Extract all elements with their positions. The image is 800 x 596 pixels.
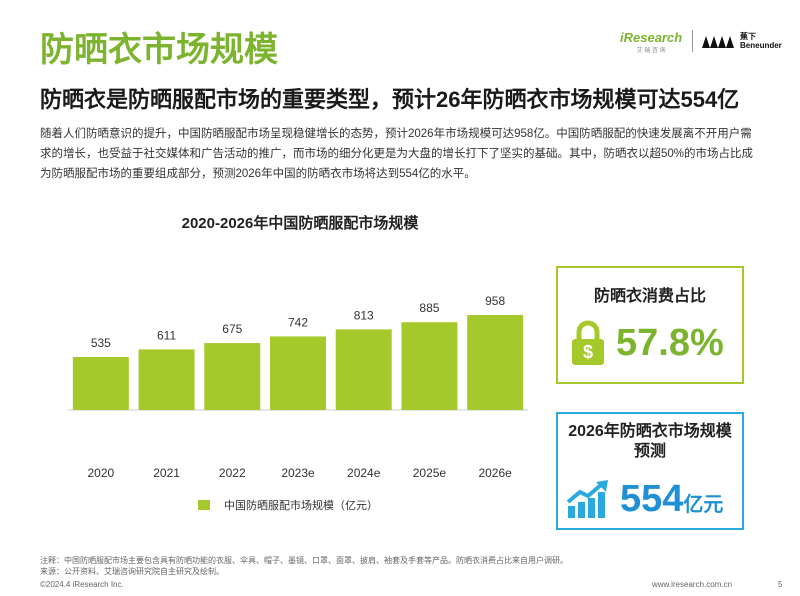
data-label: 813	[354, 308, 374, 322]
brand-cn: 艾 瑞 咨 询	[636, 48, 666, 54]
brand-name: iResearch	[620, 30, 683, 45]
copyright: ©2024.4 iResearch Inc.	[40, 580, 124, 589]
data-label: 675	[222, 322, 242, 336]
x-tick-label: 2022	[219, 466, 246, 480]
bar	[335, 329, 392, 410]
footnote: 注释：中国防晒服配市场主要包含具有防晒功能的衣服、伞具、帽子、墨镜、口罩、面罩、…	[40, 556, 568, 565]
card-unit: 亿元	[683, 494, 724, 516]
bar	[138, 349, 195, 410]
chart-title: 2020-2026年中国防晒服配市场规模	[182, 214, 420, 232]
x-tick-label: 2021	[153, 466, 180, 480]
data-label: 742	[288, 315, 308, 329]
partner-cn: 蕉下	[740, 32, 756, 41]
partner-name: Beneunder	[740, 41, 782, 50]
data-label: 535	[91, 336, 111, 350]
svg-text:$: $	[583, 342, 593, 362]
bar	[467, 315, 524, 410]
bar	[72, 356, 129, 410]
forecast-card: 2026年防晒衣市场规模预测 554亿元	[556, 412, 744, 530]
bar	[204, 343, 261, 410]
legend-swatch	[198, 500, 210, 510]
card-title: 防晒衣消费占比	[593, 288, 706, 305]
card-value-group: 554亿元	[620, 478, 723, 521]
x-tick-label: 2026e	[478, 466, 512, 480]
legend-label: 中国防晒服配市场规模（亿元）	[224, 498, 378, 512]
brand-logo: iResearch 艾 瑞 咨 询	[620, 30, 682, 54]
card-title: 2026年防晒衣市场规模预测	[568, 423, 732, 460]
divider	[692, 30, 693, 52]
slide-title: 防晒衣市场规模	[40, 31, 278, 69]
partner-logo: 蕉下 Beneunder	[740, 32, 782, 50]
x-tick-label: 2023e	[281, 466, 315, 480]
slide-subtitle: 防晒衣是防晒服配市场的重要类型，预计26年防晒衣市场规模可达554亿	[40, 87, 740, 112]
data-label: 611	[157, 328, 176, 342]
growth-icon	[566, 480, 608, 518]
body-text: 随着人们防晒意识的提升，中国防晒服配市场呈现稳健增长的态势，预计2026年市场规…	[40, 128, 754, 180]
x-tick-label: 2020	[88, 466, 115, 480]
url: www.iresearch.com.cn	[652, 580, 733, 589]
data-label: 885	[419, 301, 439, 315]
source: 来源：公开资料、艾瑞咨询研究院自主研究及绘制。	[40, 567, 224, 576]
chart: 2020-2026年中国防晒服配市场规模 2020 2021 2022 2023e 20…	[68, 214, 528, 512]
bar	[401, 322, 458, 410]
data-label: 958	[485, 294, 505, 308]
bar	[270, 336, 326, 410]
partner-icon	[702, 36, 734, 48]
x-tick-label: 2024e	[347, 466, 381, 480]
card-value: 554	[620, 478, 684, 520]
page-number: 5	[778, 580, 783, 589]
card-value: 57.8%	[616, 322, 724, 364]
share-card: 防晒衣消费占比 $ 57.8%	[556, 266, 744, 384]
x-tick-label: 2025e	[413, 466, 447, 480]
lock-icon: $	[572, 320, 604, 365]
